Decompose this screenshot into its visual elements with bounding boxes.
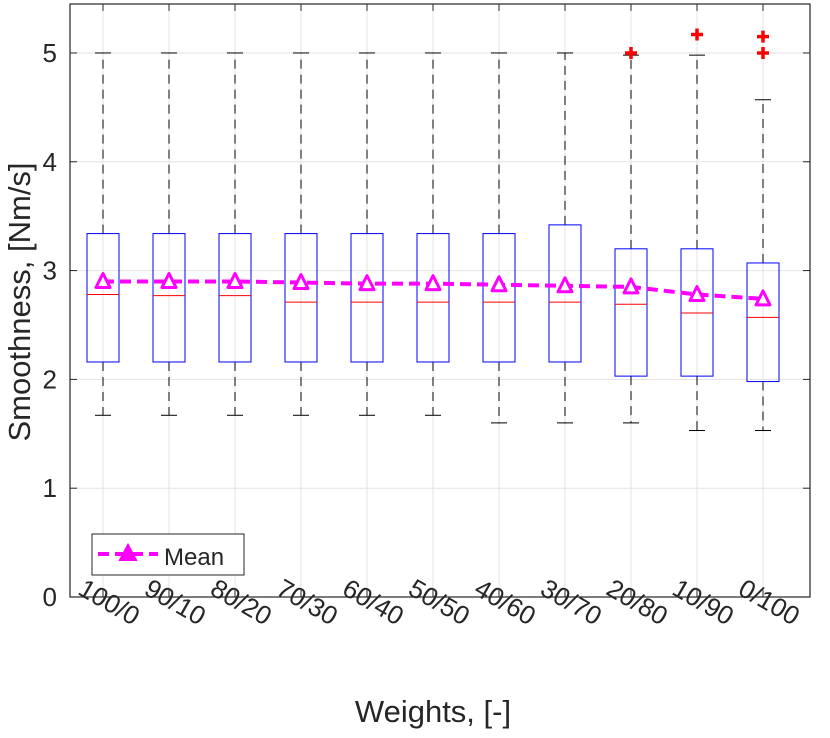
mean-marker — [226, 271, 244, 289]
mean-marker — [292, 273, 310, 291]
x-tick-label: 30/70 — [536, 573, 607, 632]
box-group — [482, 52, 516, 424]
x-tick-label: 80/20 — [206, 573, 277, 632]
box-group — [350, 52, 384, 416]
y-axis-label: Smoothness, [Nm/s] — [2, 162, 37, 441]
x-tick-label: 10/90 — [668, 573, 739, 632]
mean-marker — [424, 274, 442, 292]
y-tick-label: 3 — [43, 256, 57, 286]
box-group — [416, 52, 450, 416]
x-tick-label: 50/50 — [404, 573, 475, 632]
y-tick-label: 4 — [43, 147, 57, 177]
x-tick-label: 0/100 — [734, 573, 805, 632]
mean-marker — [160, 271, 178, 289]
x-tick-label: 100/0 — [74, 573, 145, 632]
box-iqr — [614, 248, 648, 377]
mean-marker — [754, 289, 772, 307]
box-iqr — [350, 233, 384, 363]
box-iqr — [152, 233, 186, 363]
box-group — [152, 52, 186, 416]
mean-marker — [358, 274, 376, 292]
outlier-marker — [625, 46, 637, 59]
outlier-marker — [691, 28, 703, 41]
box-iqr — [218, 233, 252, 363]
box-group — [680, 28, 714, 432]
x-tick-label: 40/60 — [470, 573, 541, 632]
y-tick-label: 2 — [43, 364, 57, 394]
box-iqr — [548, 224, 582, 363]
legend: Mean — [91, 533, 245, 576]
mean-series — [94, 271, 772, 307]
box-group — [218, 52, 252, 416]
boxes — [86, 28, 780, 432]
legend-mean-marker — [118, 542, 138, 561]
y-tick-label: 5 — [43, 38, 57, 68]
outlier-marker — [757, 30, 769, 43]
x-axis-label: Weights, [-] — [355, 694, 511, 729]
x-tick-label: 20/80 — [602, 573, 673, 632]
x-tick-label: 70/30 — [272, 573, 343, 632]
y-tick-label: 1 — [43, 473, 57, 503]
mean-marker — [556, 276, 574, 294]
box-iqr — [482, 233, 516, 363]
x-tick-label: 60/40 — [338, 573, 409, 632]
box-group — [284, 52, 318, 416]
box-group — [548, 52, 582, 424]
box-iqr — [416, 233, 450, 363]
plot-frame — [69, 3, 811, 598]
mean-marker — [94, 271, 112, 289]
box-iqr — [86, 233, 120, 363]
legend-label-mean: Mean — [164, 544, 224, 571]
y-tick-label: 0 — [43, 582, 57, 612]
box-group — [746, 30, 780, 432]
mean-marker — [622, 277, 640, 295]
outlier-marker — [757, 46, 769, 59]
box-group — [614, 46, 648, 424]
box-iqr — [680, 248, 714, 377]
box-iqr — [746, 262, 780, 383]
x-tick-label: 90/10 — [140, 573, 211, 632]
mean-marker — [688, 285, 706, 303]
box-group — [86, 52, 120, 416]
mean-marker — [490, 275, 508, 293]
box-iqr — [284, 233, 318, 363]
